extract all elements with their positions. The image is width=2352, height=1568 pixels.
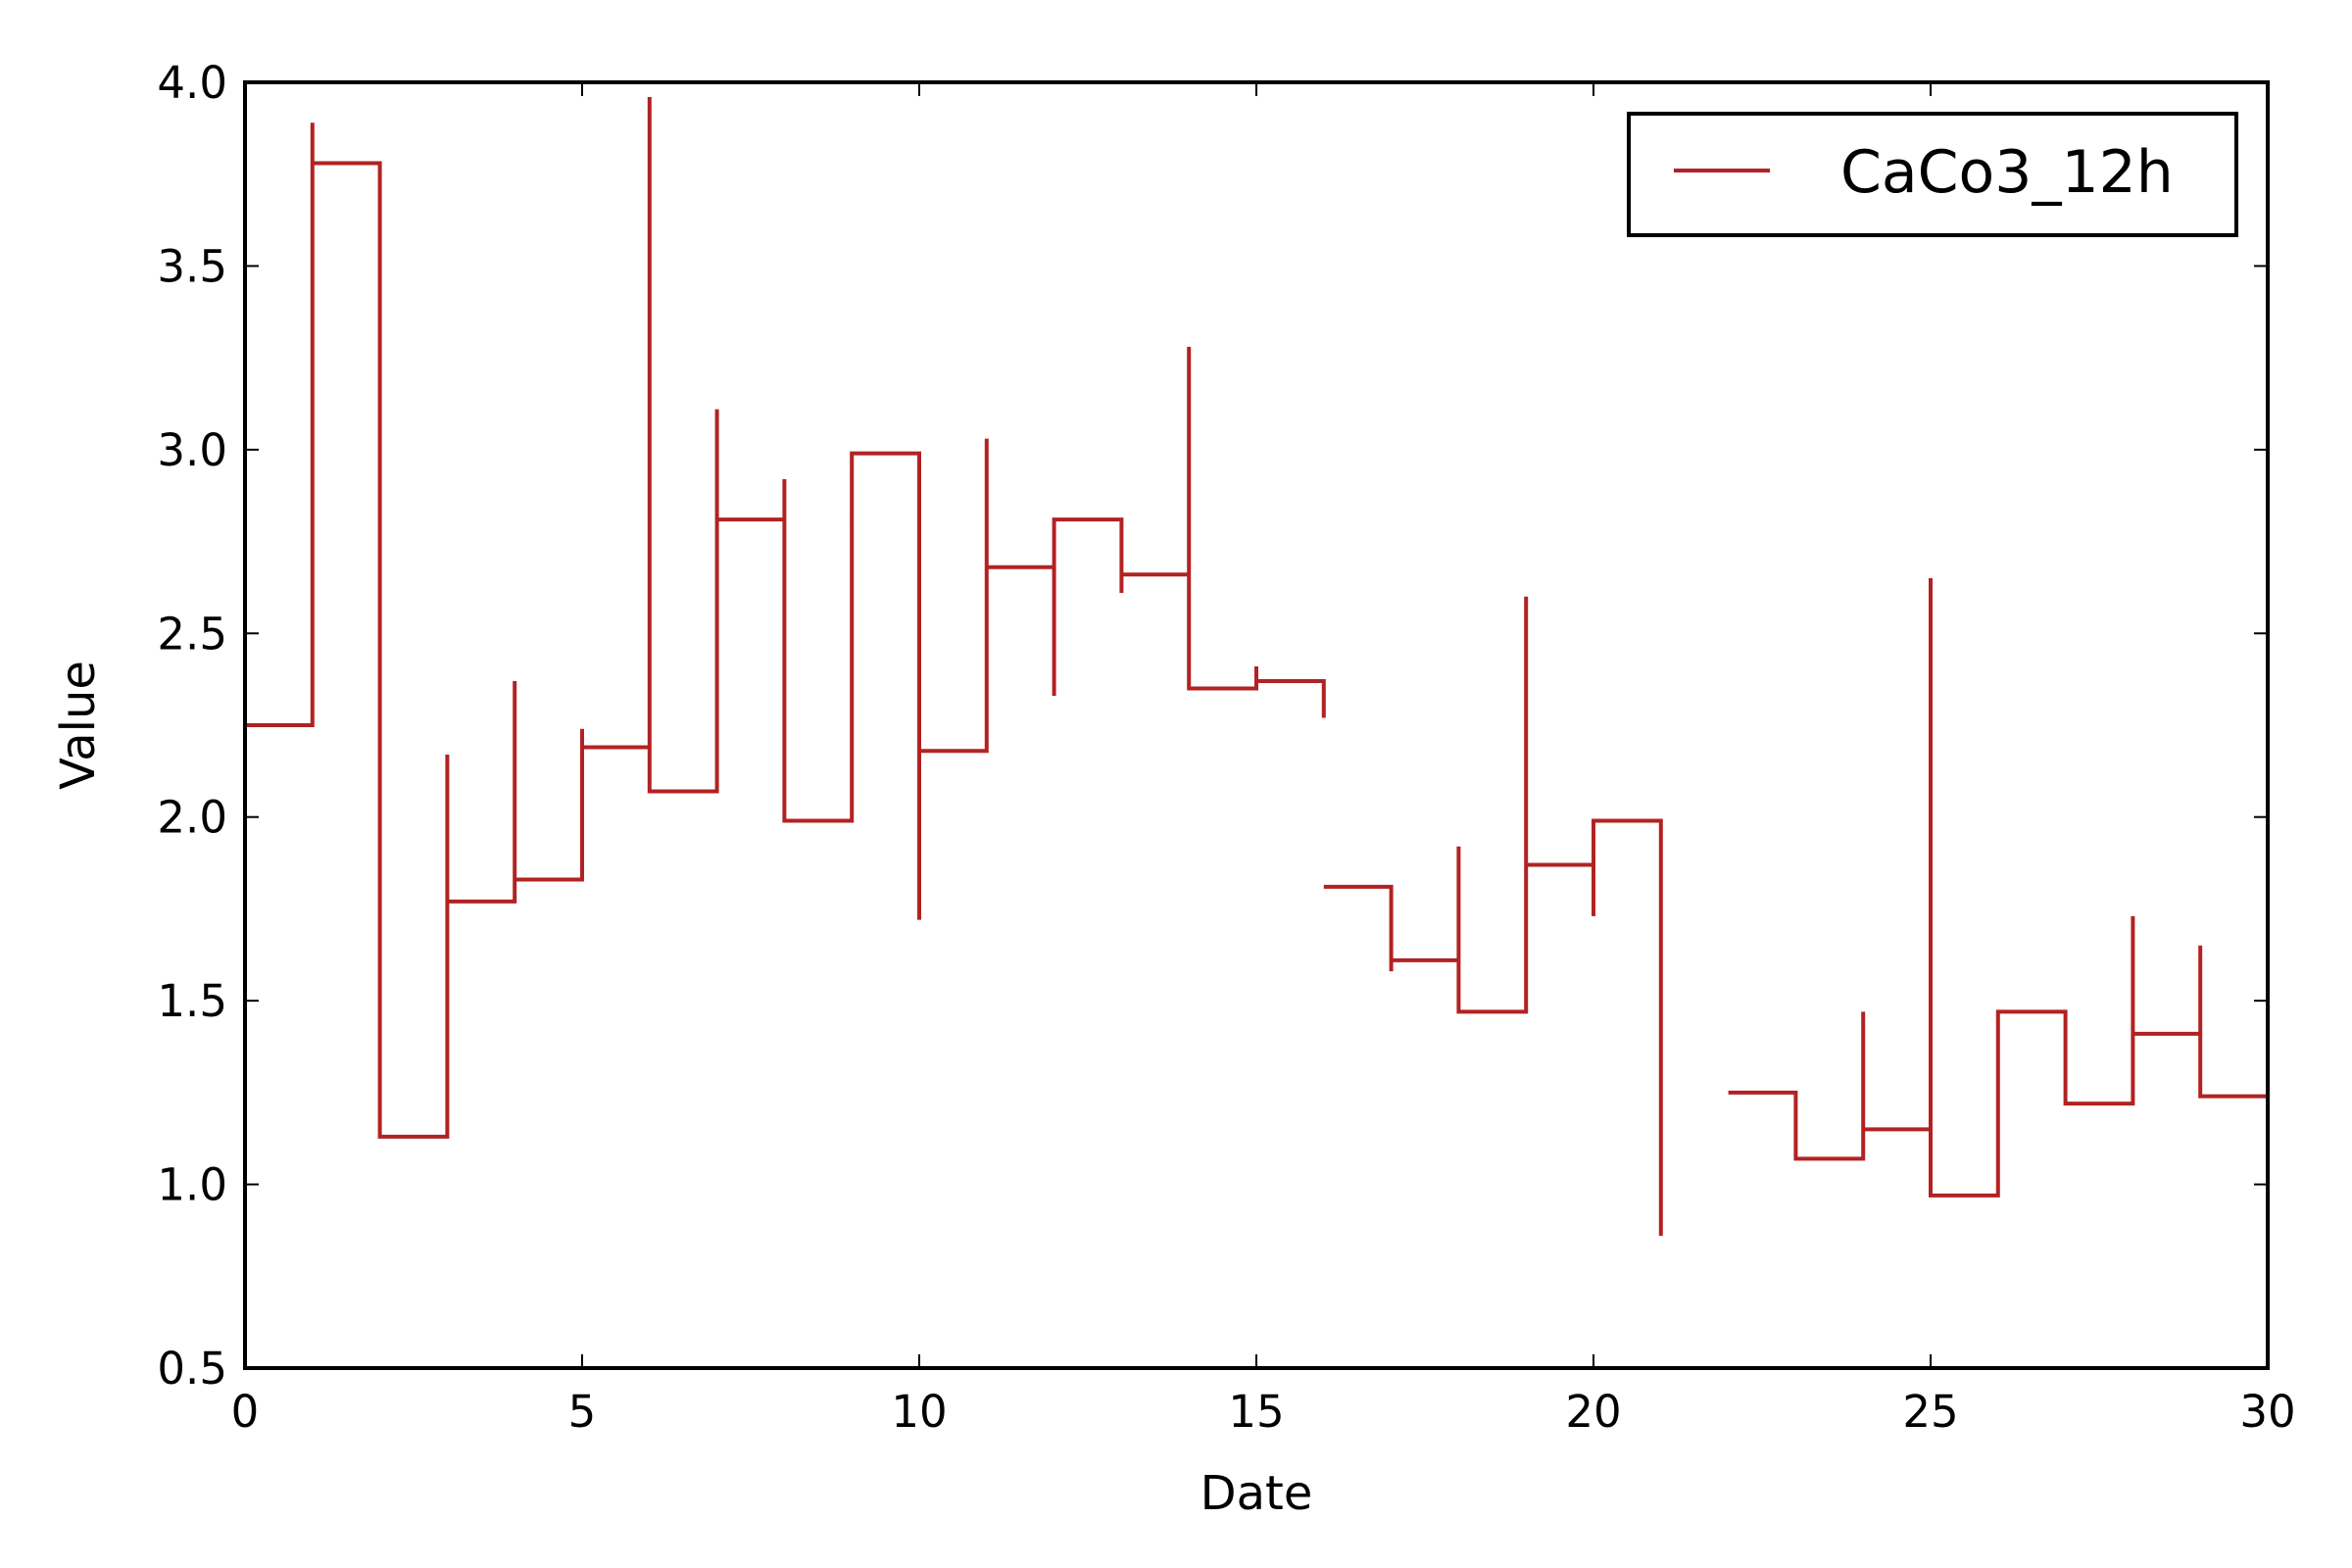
y-axis-label: Value xyxy=(51,661,106,790)
x-tick-label: 10 xyxy=(891,1386,947,1438)
legend: CaCo3_12h xyxy=(1627,112,2238,237)
x-axis-label: Date xyxy=(1200,1466,1313,1521)
y-tick-label: 2.5 xyxy=(157,608,227,660)
legend-box xyxy=(1627,112,2238,237)
y-tick-label: 3.5 xyxy=(157,240,227,292)
x-tick-label: 15 xyxy=(1228,1386,1284,1438)
legend-label: CaCo3_12h xyxy=(1840,138,2174,207)
ticks-layer xyxy=(244,81,2269,1369)
y-tick-label: 2.0 xyxy=(157,792,227,844)
y-tick-label: 4.0 xyxy=(157,57,227,109)
y-tick-label: 0.5 xyxy=(157,1343,227,1395)
x-tick-label: 5 xyxy=(568,1386,597,1438)
tick-labels: 0 5 10 15 20 25 30 0.5 1.0 1.5 2.0 2.5 3.0 3.5 4.0 xyxy=(157,57,2295,1438)
series-layer xyxy=(245,96,2268,1237)
series-line xyxy=(245,96,2268,1237)
x-tick-label: 0 xyxy=(231,1386,260,1438)
x-tick-label: 25 xyxy=(1902,1386,1958,1438)
y-tick-label: 3.0 xyxy=(157,424,227,476)
plot-frame xyxy=(243,80,2270,1370)
x-tick-label: 20 xyxy=(1565,1386,1621,1438)
x-tick-label: 30 xyxy=(2239,1386,2295,1438)
y-tick-label: 1.0 xyxy=(157,1159,227,1211)
y-tick-label: 1.5 xyxy=(157,975,227,1027)
